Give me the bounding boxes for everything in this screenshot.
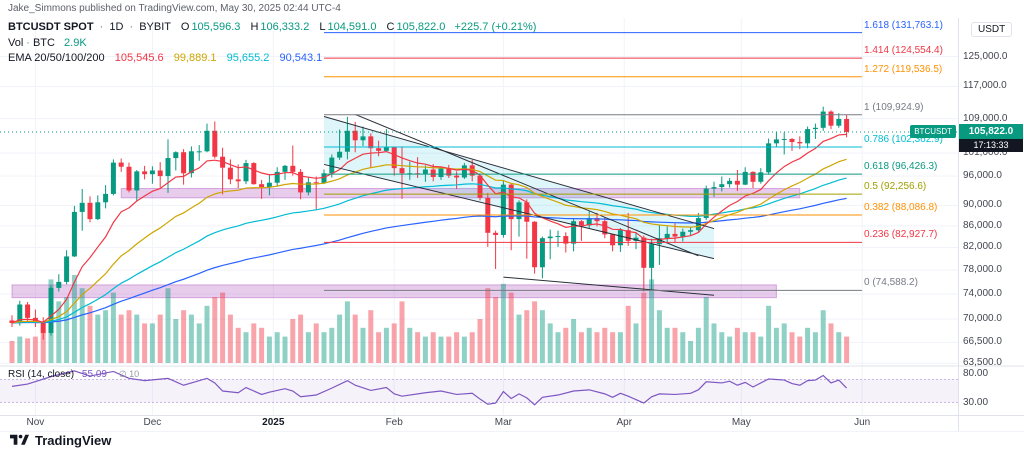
candles [9, 106, 850, 340]
price-tick-label: 96,000.0 [963, 170, 1002, 182]
change-value: +225.7 (+0.21%) [454, 21, 537, 33]
price-tick-label: 66,500.0 [963, 336, 1002, 348]
supply-demand-zone [11, 284, 777, 299]
legend-separator: · [26, 37, 30, 49]
rsi-line [11, 370, 848, 406]
tradingview-logo[interactable]: TradingView [10, 433, 111, 448]
price-tick-label: 70,000.0 [963, 313, 1002, 325]
time-tick-label: Nov [26, 417, 45, 428]
trendline [323, 163, 715, 260]
rsi-label: RSI (14, close) [8, 369, 75, 380]
publisher-bar: Jake_Simmons published on TradingView.co… [0, 0, 341, 18]
ema-50-value: 99,889.1 [173, 52, 217, 64]
price-tick-label: 90,000.0 [963, 199, 1002, 211]
close-label: C [386, 21, 395, 33]
brand-name: TradingView [35, 433, 112, 448]
price-tick-label: 101,000.0 [963, 147, 1008, 159]
price-tick-label: 63,500.0 [963, 357, 1002, 369]
exchange-label: BYBIT [139, 21, 171, 33]
time-axis[interactable]: Nov Dec 2025 Feb Mar Apr May Jun [0, 415, 958, 431]
candle-countdown-badge: 17:13:33 [959, 138, 1023, 152]
trendline [503, 276, 715, 296]
low-value: 104,591.0 [327, 21, 377, 33]
time-tick-label: May [731, 417, 751, 428]
legend-separator: · [129, 21, 134, 33]
low-label: L [319, 21, 326, 33]
trendline [355, 113, 699, 257]
time-tick-label: Apr [616, 417, 633, 428]
price-axis[interactable]: USDT 125,000.0 117,000.0 109,000.0 101,000.… [958, 18, 1024, 415]
legend-separator: · [99, 21, 104, 33]
time-tick-label: Mar [494, 417, 512, 428]
volume-label: Vol [8, 37, 24, 49]
open-label: O [180, 21, 190, 33]
time-tick-label: 2025 [262, 417, 285, 428]
rsi-tick-label: 30.00 [963, 396, 989, 408]
axis-currency-button[interactable]: USDT [971, 22, 1013, 37]
rsi-tick-label: 80.00 [963, 367, 989, 379]
time-tick-label: Feb [385, 417, 403, 428]
price-tick-label: 82,000.0 [963, 241, 1002, 253]
publisher-text: Jake_Simmons published on TradingView.co… [8, 3, 341, 14]
ema-label: EMA 20/50/100/200 [8, 52, 105, 64]
rsi-value: 55.09 [81, 369, 107, 380]
ema-100-value: 95,655.2 [226, 52, 270, 64]
rsi-band [0, 379, 958, 403]
volume-unit: BTC [32, 37, 55, 49]
interval-label: 1D [109, 21, 124, 33]
ema-legend[interactable]: EMA 20/50/100/200 105,545.6 99,889.1 95,… [8, 52, 322, 64]
symbol-name: BTCUSDT SPOT [8, 21, 94, 33]
trendline [323, 116, 715, 230]
price-tick-label: 125,000.0 [963, 50, 1008, 62]
time-tick-label: Dec [143, 417, 162, 428]
price-tick-label: 117,000.0 [963, 80, 1007, 92]
high-value: 106,333.2 [260, 21, 310, 33]
footer-bar: TradingView [10, 433, 111, 448]
channel-fill [324, 116, 714, 259]
close-value: 105,822.0 [396, 21, 446, 33]
time-tick-label: Jun [854, 417, 871, 428]
price-tick-label: 109,000.0 [963, 112, 1008, 124]
price-tick-label: 74,000.0 [963, 287, 1002, 299]
high-label: H [250, 21, 259, 33]
ema-line-20 [11, 133, 847, 324]
price-tick-label: 86,000.0 [963, 219, 1002, 231]
ema-line-200 [11, 197, 847, 324]
rsi-legend[interactable]: RSI (14, close) 55.09 ∅ 10 [8, 369, 139, 380]
ema-20-value: 105,545.6 [114, 52, 164, 64]
tradingview-logo-icon [10, 434, 29, 445]
ema-200-value: 90,543.1 [279, 52, 323, 64]
price-line-symbol-tag: BTCUSDT [910, 124, 956, 138]
volume-value: 2.9K [64, 37, 87, 49]
volume-legend[interactable]: Vol · BTC 2.9K [8, 37, 87, 49]
last-price-badge: 105,822.0 [959, 123, 1023, 139]
price-tick-label: 78,000.0 [963, 264, 1002, 276]
rsi-extra: ∅ 10 [118, 369, 140, 379]
open-value: 105,596.3 [191, 21, 241, 33]
symbol-legend[interactable]: BTCUSDT SPOT · 1D · BYBIT O 105,596.3 H 10… [8, 21, 536, 33]
